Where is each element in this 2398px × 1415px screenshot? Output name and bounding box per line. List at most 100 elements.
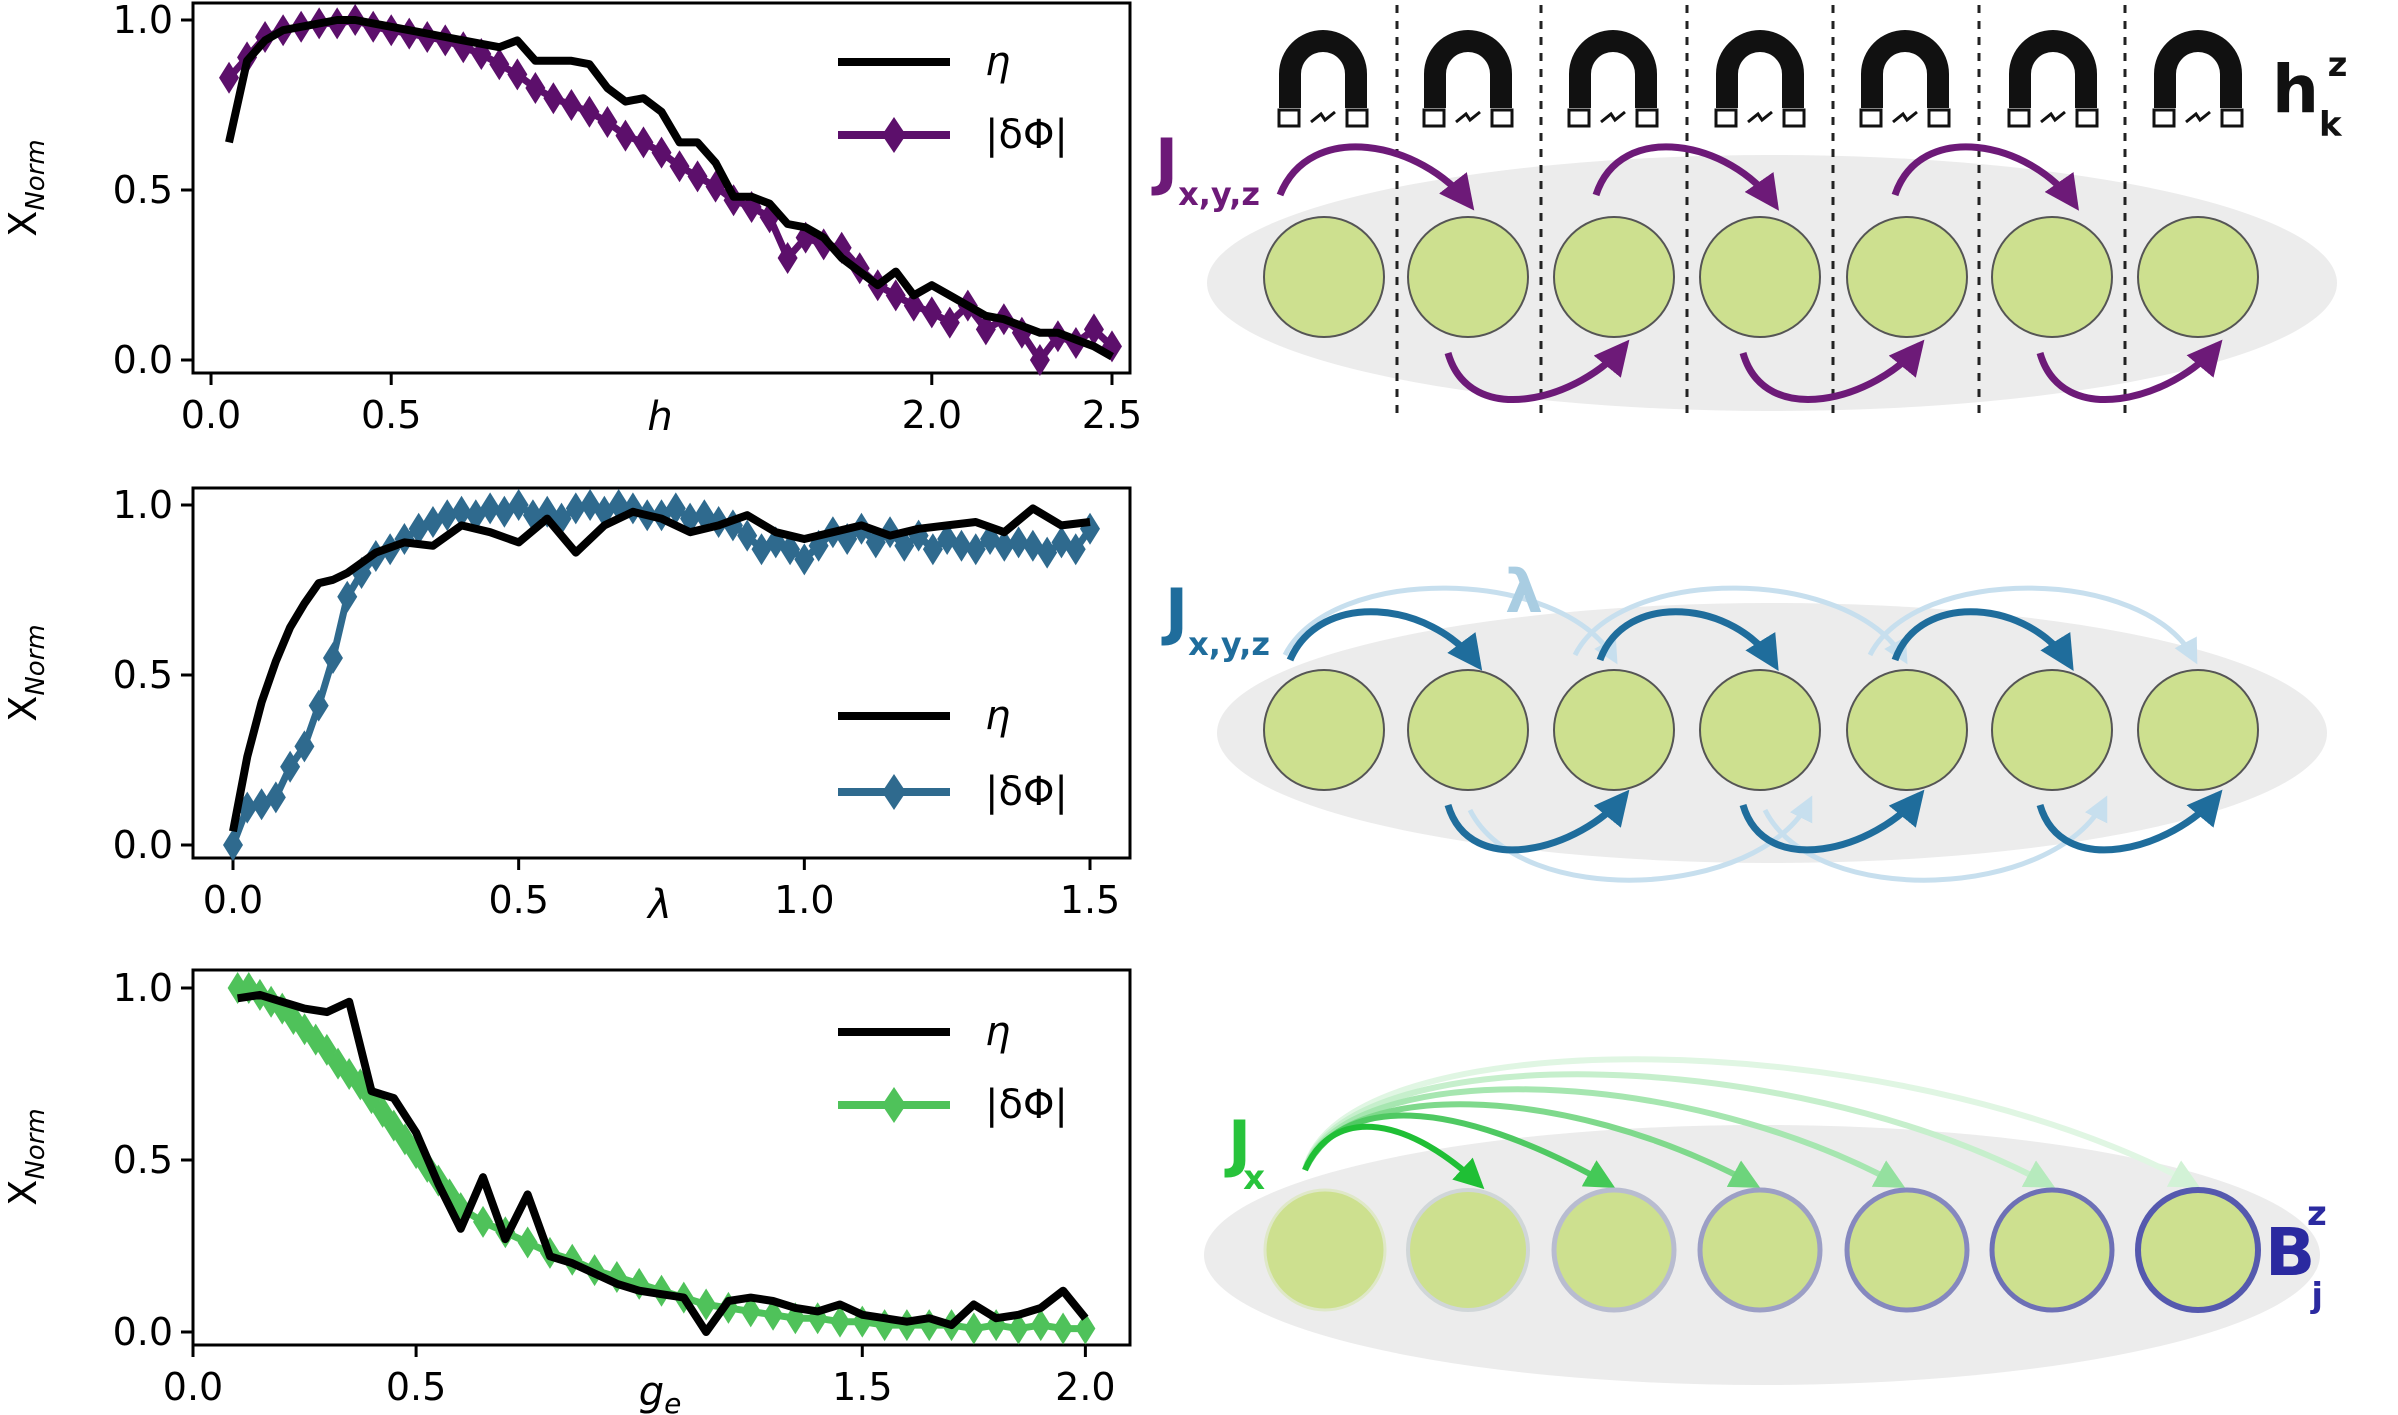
lambda-label: λ [1505, 557, 1543, 627]
series-dphi-point [696, 1288, 717, 1321]
series-dphi-point [687, 160, 708, 193]
chart-h-frame [191, 1, 1132, 375]
series-dphi-point [525, 72, 546, 104]
coupling-label: Jx,y,z [1161, 575, 1270, 663]
y-tick-label: 1.0 [113, 483, 173, 527]
chart-h-ylabel: XNorm [1, 139, 51, 236]
series-eta-line [225, 16, 1114, 361]
chart-ge-xlabel: ge [639, 1369, 682, 1415]
spin-node [1406, 1188, 1530, 1312]
spin-node [1846, 216, 1968, 338]
magnet-icon [1277, 28, 1369, 128]
chart-lambda: 0.0 0.5 1.0 1.5 0.0 0.5 1.0 λ XNorm η |δΦ| [1, 483, 1132, 928]
magnet-icons [1277, 28, 2244, 128]
series-dphi-point [561, 89, 582, 121]
series-dphi-point [1008, 1312, 1029, 1345]
series-dphi-point [829, 1305, 850, 1338]
spin-node [1846, 669, 1968, 791]
legend-eta: η [985, 39, 1010, 85]
series-dphi-point [763, 1298, 784, 1331]
legend-eta: η [985, 693, 1010, 739]
series-dphi-point [1037, 536, 1058, 569]
spin-node [1991, 669, 2113, 791]
series-dphi-point [937, 523, 958, 555]
y-tick-label: 0.5 [113, 653, 173, 697]
y-tick-label: 0.0 [113, 823, 173, 867]
series-dphi-point [543, 82, 564, 115]
spin-node [1553, 216, 1675, 338]
chart-lambda-ylabel: XNorm [1, 624, 51, 721]
magnet-icon [1567, 28, 1659, 128]
spin-node [1989, 1187, 2115, 1313]
series-dphi-point [780, 533, 801, 566]
spin-nodes [1263, 1187, 2261, 1313]
y-tick-label: 0.0 [113, 1310, 173, 1354]
series-dphi-point [251, 788, 272, 821]
series-dphi-point [694, 499, 715, 532]
series-dphi-point [903, 289, 924, 322]
series-dphi-point [337, 580, 358, 613]
spin-node [1991, 216, 2113, 338]
magnet-icon [1422, 28, 1514, 128]
series-dphi-point [919, 1309, 940, 1342]
series-dphi-point [451, 495, 472, 528]
x-tick-label: 2.0 [1055, 1365, 1115, 1409]
series-dphi-point [308, 689, 329, 722]
x-tick-label: 0.0 [163, 1365, 223, 1409]
x-tick-label: 0.5 [361, 393, 421, 437]
coupling-arrows [1286, 608, 2223, 854]
series-dphi-point [565, 492, 586, 525]
series-dphi-point [1053, 1312, 1074, 1345]
series-dphi-point [580, 489, 601, 521]
long-range-arrows [1302, 1056, 2201, 1190]
y-tick-label: 0.5 [113, 1138, 173, 1182]
magnet-icon [1714, 28, 1806, 128]
series-dphi-point [922, 533, 943, 566]
spin-node [1553, 669, 1675, 791]
legend-dphi: |δΦ| [985, 769, 1068, 815]
chart-ge-frame [191, 968, 1132, 1347]
spin-node [1407, 216, 1529, 338]
series-dphi-point [965, 533, 986, 566]
spin-nodes [1263, 669, 2259, 791]
spin-node [2135, 1187, 2261, 1313]
diagram-h-field: hkz Jx,y,z [1151, 5, 2347, 420]
coupling-label: Jx [1224, 1107, 1265, 1198]
chart-ge-ylabel: XNorm [1, 1108, 51, 1205]
coupling-label: Jx,y,z [1151, 125, 1260, 213]
x-tick-label: 1.5 [832, 1365, 892, 1409]
spin-node [1699, 216, 1821, 338]
spin-node [1407, 669, 1529, 791]
series-dphi-point [322, 642, 343, 674]
series-dphi-point [1008, 526, 1029, 559]
series-dphi-point [794, 543, 815, 576]
chart-h: 0.0 0.5 2.0 2.5 0.0 0.5 1.0 h XNorm η |δΦ| [1, 0, 1142, 440]
series-dphi-point [294, 730, 315, 763]
coupling-arrows [1276, 143, 2223, 403]
series-dphi-point [939, 306, 960, 339]
x-tick-label: 2.5 [1082, 393, 1142, 437]
x-tick-label: 0.5 [386, 1365, 446, 1409]
series-dphi-point [265, 781, 286, 814]
series-dphi-point [222, 829, 243, 861]
series-dphi-point [751, 533, 772, 566]
series-dphi-point [517, 1226, 538, 1259]
series-dphi-point [633, 126, 654, 159]
series-dphi-point [994, 529, 1015, 562]
spin-node [1263, 1188, 1387, 1312]
y-tick-label: 1.0 [113, 966, 173, 1010]
series-dphi-point [473, 1205, 494, 1238]
x-tick-label: 0.5 [488, 878, 548, 922]
series-dphi-point [951, 529, 972, 562]
spin-nodes [1263, 216, 2259, 338]
series-dphi-point [963, 1312, 984, 1345]
y-tick-label: 0.0 [113, 338, 173, 382]
series-dphi-point [740, 1295, 761, 1328]
series-dphi-point [480, 492, 501, 525]
series-dphi-point [422, 506, 443, 538]
x-tick-label: 0.0 [203, 878, 263, 922]
x-tick-label: 2.0 [902, 393, 962, 437]
spin-node [1263, 216, 1385, 338]
series-dphi-point [921, 296, 942, 329]
